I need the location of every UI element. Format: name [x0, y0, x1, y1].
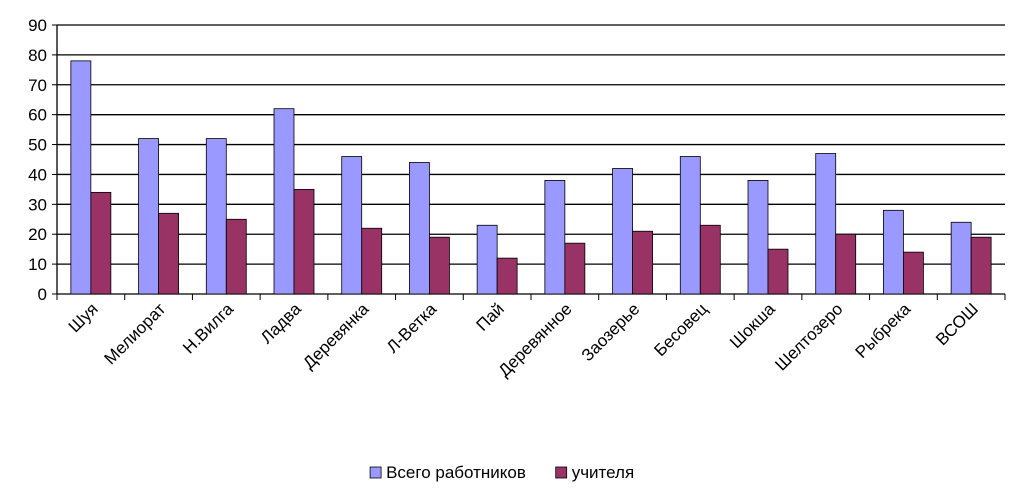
x-tick-label: Мелиорат — [101, 299, 170, 368]
legend-swatch — [555, 466, 568, 479]
y-tick-label: 40 — [28, 165, 47, 184]
y-tick-label: 90 — [28, 16, 47, 35]
bar — [612, 168, 633, 295]
y-tick-label: 50 — [28, 136, 47, 155]
legend-label: учителя — [572, 463, 634, 482]
x-tick-label: ВСОШ — [932, 299, 982, 349]
bar — [476, 224, 498, 295]
bar — [564, 242, 586, 295]
bar — [767, 248, 789, 295]
x-tick-label: Шелтозеро — [771, 299, 846, 374]
bar — [273, 108, 295, 295]
y-tick-label: 70 — [28, 76, 47, 95]
x-tick-label: Рыбрека — [852, 299, 915, 362]
bar — [970, 236, 992, 295]
x-tick-label: Деревянка — [299, 299, 373, 373]
x-tick-label: Заозерье — [578, 299, 644, 365]
y-tick-label: 0 — [38, 285, 47, 304]
y-tick-label: 30 — [28, 195, 47, 214]
legend-swatch — [369, 466, 382, 479]
legend-label: Всего работников — [386, 463, 526, 482]
bar — [496, 257, 518, 295]
bar — [679, 156, 701, 295]
y-tick-label: 20 — [28, 225, 47, 244]
bar — [361, 227, 383, 295]
bar — [632, 230, 653, 295]
x-tick-label: Ладва — [257, 299, 305, 347]
x-tick-label: Л-Ветка — [383, 299, 441, 357]
y-tick-label: 10 — [28, 255, 47, 274]
bar — [70, 60, 92, 295]
bar — [90, 191, 112, 295]
x-tick-label: Бесовец — [650, 299, 711, 360]
bar — [815, 153, 837, 295]
bar — [205, 138, 227, 295]
y-tick-label: 60 — [28, 106, 47, 125]
bar — [544, 180, 566, 295]
bar — [747, 180, 769, 295]
x-tick-label: Пай — [472, 299, 507, 334]
bar — [883, 209, 904, 295]
y-tick-label: 80 — [28, 46, 47, 65]
bar — [429, 236, 450, 295]
bar — [138, 138, 159, 295]
x-tick-label: Деревянное — [495, 299, 576, 380]
bar — [903, 251, 924, 295]
bar — [950, 221, 972, 295]
x-tick-label: Шуя — [65, 299, 102, 336]
x-tick-label: Н.Вилга — [179, 299, 237, 357]
x-tick-label: Шокша — [726, 299, 779, 352]
bar — [409, 162, 430, 295]
bar — [699, 224, 721, 295]
bar — [225, 218, 247, 295]
bar — [158, 212, 179, 295]
bar — [835, 233, 857, 295]
bar — [341, 156, 363, 295]
bar — [293, 188, 315, 295]
